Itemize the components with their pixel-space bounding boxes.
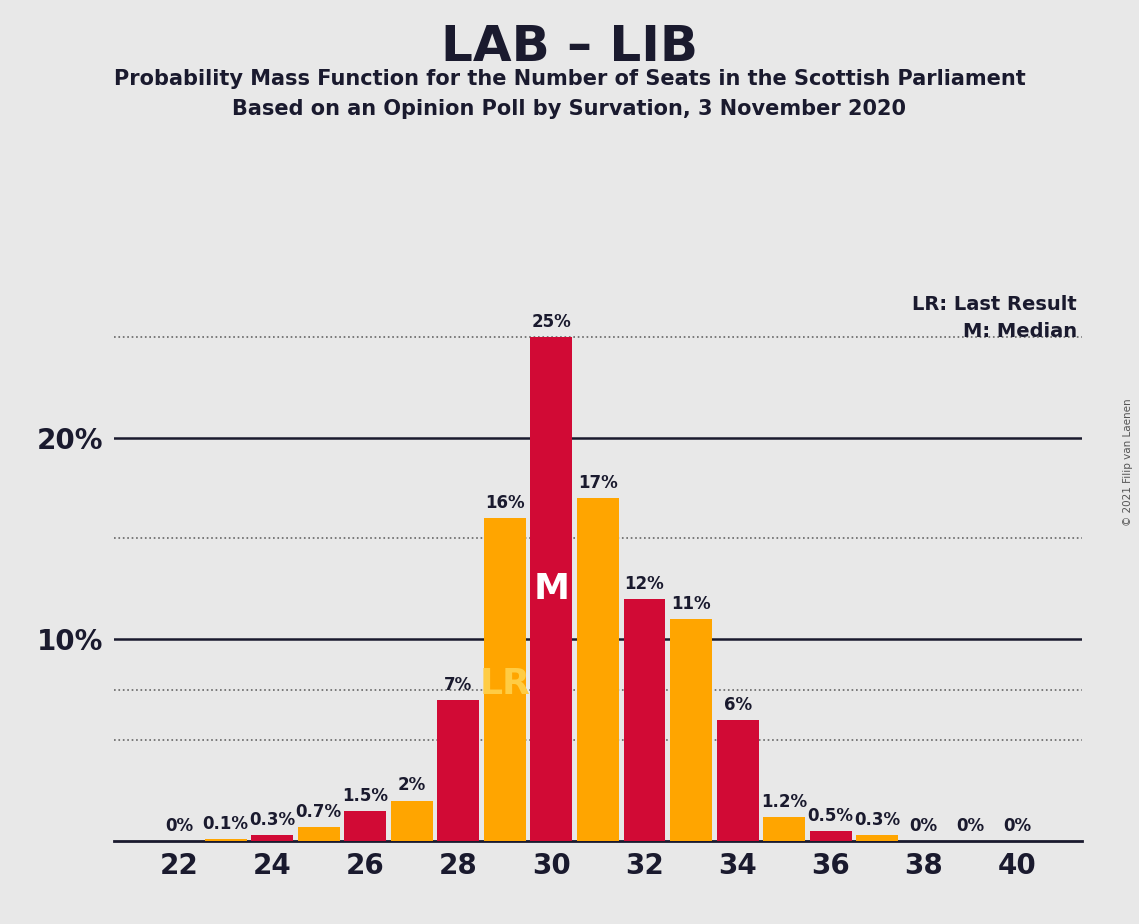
Text: 7%: 7%: [444, 675, 473, 694]
Bar: [670, 619, 712, 841]
Bar: [623, 599, 665, 841]
Bar: [531, 337, 573, 841]
Bar: [810, 831, 852, 841]
Bar: [205, 839, 246, 841]
Text: M: M: [533, 572, 570, 606]
Text: 0.5%: 0.5%: [808, 807, 854, 825]
Text: © 2021 Filip van Laenen: © 2021 Filip van Laenen: [1123, 398, 1133, 526]
Text: 0%: 0%: [165, 817, 194, 834]
Text: 1.2%: 1.2%: [761, 793, 808, 810]
Bar: [857, 834, 899, 841]
Text: 0.1%: 0.1%: [203, 815, 248, 833]
Bar: [252, 834, 293, 841]
Text: 12%: 12%: [624, 575, 664, 593]
Text: LAB – LIB: LAB – LIB: [441, 23, 698, 71]
Bar: [716, 720, 759, 841]
Text: 0%: 0%: [1002, 817, 1031, 834]
Bar: [297, 827, 339, 841]
Bar: [763, 817, 805, 841]
Text: 17%: 17%: [579, 474, 617, 492]
Text: 0%: 0%: [910, 817, 937, 834]
Text: LR: LR: [480, 666, 531, 700]
Text: 0%: 0%: [957, 817, 984, 834]
Bar: [437, 699, 480, 841]
Text: Probability Mass Function for the Number of Seats in the Scottish Parliament: Probability Mass Function for the Number…: [114, 69, 1025, 90]
Text: 1.5%: 1.5%: [342, 786, 388, 805]
Bar: [344, 810, 386, 841]
Text: 0.3%: 0.3%: [249, 810, 295, 829]
Text: 0.3%: 0.3%: [854, 810, 900, 829]
Text: 2%: 2%: [398, 776, 426, 795]
Bar: [391, 800, 433, 841]
Text: 11%: 11%: [671, 595, 711, 613]
Bar: [577, 498, 618, 841]
Text: 6%: 6%: [723, 696, 752, 714]
Bar: [484, 518, 526, 841]
Text: 16%: 16%: [485, 494, 525, 512]
Text: Based on an Opinion Poll by Survation, 3 November 2020: Based on an Opinion Poll by Survation, 3…: [232, 99, 907, 119]
Text: 0.7%: 0.7%: [296, 803, 342, 821]
Text: 25%: 25%: [532, 313, 572, 331]
Text: M: Median: M: Median: [964, 322, 1077, 342]
Text: LR: Last Result: LR: Last Result: [912, 295, 1077, 314]
